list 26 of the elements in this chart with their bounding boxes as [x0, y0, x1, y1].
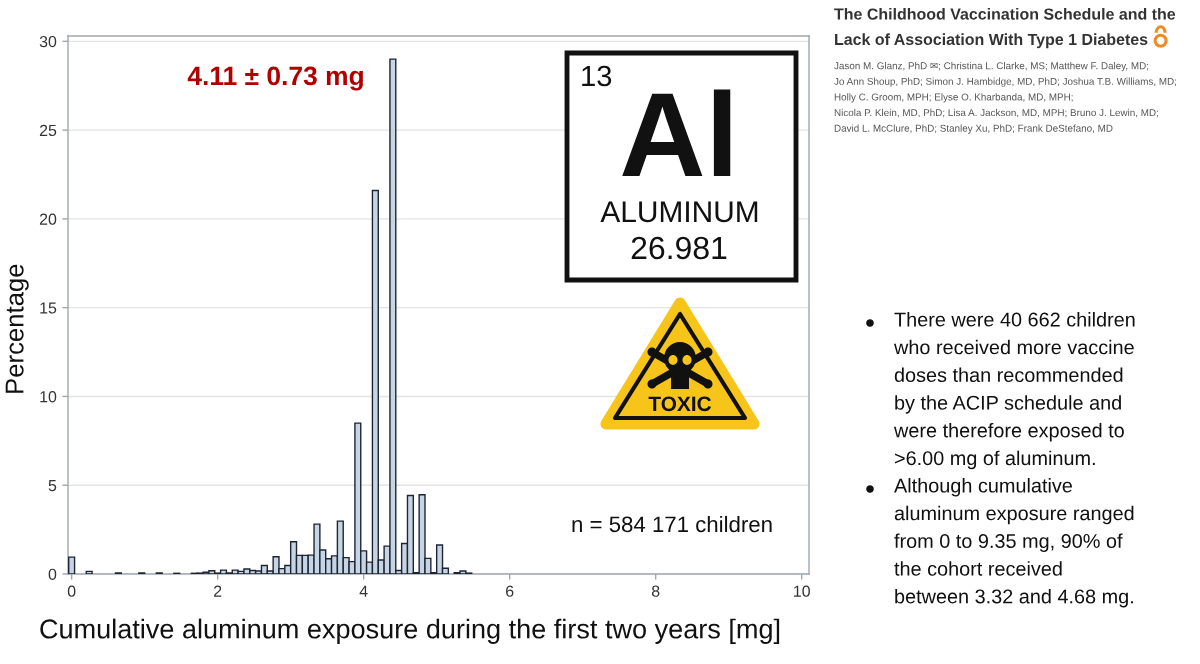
x-tick-label: 6	[506, 585, 514, 597]
annotation: 4.11 ± 0.73 mg	[187, 66, 363, 91]
y-tick-label: 5	[48, 480, 57, 492]
text: There were 40 662 children who received more vaccine doses than recommended by the ACIP schedule and were therefore exposed to >6.00 mg of aluminum.	[893, 312, 1135, 470]
x-tick-label: 8	[651, 585, 660, 597]
x-tick-label: 2	[214, 585, 222, 597]
annotation: ALUMINUM	[600, 201, 758, 223]
annotation: TOXIC	[648, 396, 712, 412]
x-tick-label: 4	[359, 585, 368, 597]
x-tick-label: 0	[67, 585, 76, 597]
annotation: Al	[622, 89, 731, 176]
y-tick-label: 0	[48, 568, 57, 580]
text: The Childhood Vaccination Schedule and the Lack of Association With Type 1 Diabetes	[834, 8, 1176, 49]
annotation: 26.981	[631, 236, 727, 260]
y-tick-label: 15	[40, 302, 57, 314]
text: Although cumulative aluminum exposure ranged from 0 to 9.35 mg, 90% of the cohort received between 3.32 and 4.68 mg.	[894, 478, 1134, 608]
y-tick-label: 10	[40, 391, 57, 403]
y-tick-label: 25	[39, 124, 57, 137]
annotation: 13	[582, 65, 612, 87]
x-axis-title: Cumulative aluminum exposure during the first two years [mg]	[40, 618, 780, 644]
y-tick-label: 20	[39, 213, 57, 225]
y-tick-label: 30	[39, 35, 57, 48]
text: Jason M. Glanz, PhD ✉; Christina L. Clarke, MS; Matthew F. Daley, MD; Jo Ann Shoup, PhD; Simon J. Hambidge, MD, PhD; Joshua T.B. Williams, MD; Holly C. Groom, MPH; Elyse O. Kharbanda, MD, MPH; Nicola P. Klein, MD, PhD; Lisa A. Jackson, MD, MPH; Bruno J. Lewin, MD; David L. McClure, PhD; Stanley Xu, PhD; Frank DeStefano, MD	[834, 62, 1177, 134]
y-axis-title: Percentage	[5, 264, 29, 393]
x-tick-label: 10	[794, 585, 810, 597]
annotation: n = 584 171 children	[572, 515, 772, 533]
